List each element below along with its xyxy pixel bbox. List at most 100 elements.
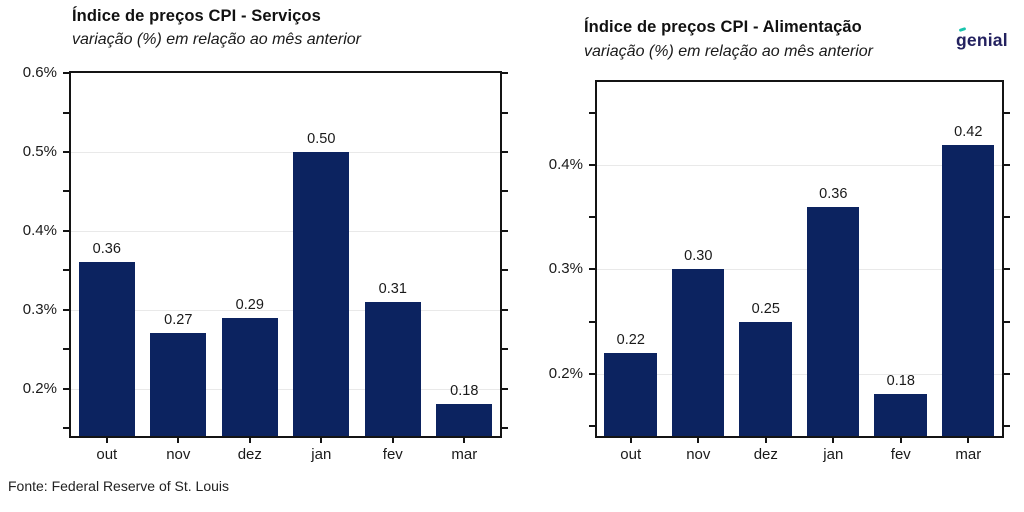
axis-tick <box>502 308 508 311</box>
axis-tick <box>1004 164 1010 167</box>
x-tick-label-nov: nov <box>166 446 191 463</box>
x-tick-label-out: out <box>620 446 642 463</box>
bar-fev <box>364 301 421 436</box>
axis-tick <box>320 436 323 443</box>
x-tick-label-out: out <box>96 446 118 463</box>
y-tick-label: 0.4% <box>22 221 57 239</box>
axis-tick <box>502 269 508 272</box>
bar-value-label: 0.18 <box>450 383 479 400</box>
bar-value-label: 0.36 <box>92 241 121 258</box>
gridline <box>71 309 500 311</box>
bar-dez <box>221 317 278 436</box>
axis-tick <box>1004 268 1010 271</box>
axis-tick <box>63 427 69 430</box>
axis-tick <box>502 229 508 232</box>
x-tick-label-jan: jan <box>823 446 844 463</box>
gridline <box>71 151 500 153</box>
y-tick-label: 0.6% <box>22 64 57 81</box>
axis-tick <box>589 216 595 219</box>
axis-tick <box>63 190 69 193</box>
gridline <box>597 165 1002 167</box>
axis-tick <box>248 436 251 443</box>
axis-tick <box>1004 424 1010 427</box>
bar-value-label: 0.36 <box>819 185 848 202</box>
bar-mar <box>941 144 995 436</box>
bar-fev <box>874 394 927 436</box>
axis-tick <box>502 427 508 430</box>
x-tick-label-dez: dez <box>237 446 262 463</box>
chart-title-alimentacao: Índice de preços CPI - Alimentação <box>584 18 862 36</box>
axis-tick <box>832 436 835 443</box>
axis-tick <box>63 348 69 351</box>
bar-value-label: 0.42 <box>954 123 983 140</box>
bar-nov <box>150 333 207 436</box>
source-note: Fonte: Federal Reserve of St. Louis <box>8 478 229 494</box>
axis-tick <box>502 190 508 193</box>
axis-tick <box>502 387 508 390</box>
axis-tick <box>629 436 632 443</box>
axis-tick <box>764 436 767 443</box>
axis-tick <box>967 436 970 443</box>
bar-jan <box>293 151 350 436</box>
axis-tick <box>502 111 508 114</box>
bar-value-label: 0.25 <box>751 300 780 317</box>
gridline <box>597 373 1002 375</box>
bar-mar <box>436 404 493 436</box>
y-tick-label: 0.2% <box>548 364 583 382</box>
gridline <box>71 230 500 232</box>
axis-tick <box>1004 112 1010 115</box>
axis-tick <box>899 436 902 443</box>
axis-tick <box>502 150 508 153</box>
axis-tick <box>391 436 394 443</box>
axis-tick <box>63 72 69 74</box>
x-tick-label-fev: fev <box>382 446 403 463</box>
axis-tick <box>63 229 69 232</box>
y-tick-label: 0.2% <box>22 379 57 397</box>
bar-value-label: 0.29 <box>235 296 264 313</box>
chart-subtitle-alimentacao: variação (%) em relação ao mês anterior <box>584 43 874 60</box>
y-tick-label: 0.4% <box>548 156 583 174</box>
x-tick-label-jan: jan <box>311 446 332 463</box>
bar-nov <box>671 269 725 436</box>
axis-tick <box>1004 216 1010 219</box>
axis-tick <box>63 308 69 311</box>
x-tick-label-mar: mar <box>955 446 982 463</box>
gridline <box>597 269 1002 271</box>
axis-tick <box>105 436 108 443</box>
axis-tick <box>589 372 595 375</box>
bar-value-label: 0.50 <box>307 130 336 147</box>
axis-tick <box>63 387 69 390</box>
plot-area-alimentacao: 0.2% 0.3% 0.4% 0.22 out 0.30 nov 0.25 dez 0.36 jan… <box>549 80 1010 463</box>
x-tick-label-nov: nov <box>686 446 711 463</box>
axis-tick <box>63 150 69 153</box>
genial-logo: genial <box>956 30 1008 50</box>
axis-tick <box>697 436 700 443</box>
y-tick-label: 0.5% <box>22 142 57 160</box>
gridline <box>71 388 500 390</box>
axis-tick <box>589 320 595 323</box>
axis-tick <box>502 348 508 351</box>
axis-tick <box>63 269 69 272</box>
bar-value-label: 0.31 <box>378 280 407 297</box>
axis-tick <box>1004 372 1010 375</box>
bar-value-label: 0.18 <box>886 373 915 390</box>
axis-tick <box>589 164 595 167</box>
plot-area-servicos: 0.2% 0.3% 0.4% 0.5% 0.6% 0.36 out 0.27 nov 0.29 de… <box>23 64 508 463</box>
bar-out <box>604 352 657 436</box>
axis-tick <box>502 72 508 74</box>
axis-tick <box>63 111 69 114</box>
axis-tick <box>589 112 595 115</box>
y-tick-label: 0.3% <box>548 260 583 278</box>
y-tick-label: 0.3% <box>22 300 57 318</box>
bar-jan <box>806 206 860 436</box>
bar-out <box>78 262 135 436</box>
x-tick-label-mar: mar <box>451 446 478 463</box>
bar-dez <box>739 321 792 436</box>
bar-value-label: 0.27 <box>164 312 193 329</box>
axis-tick <box>589 268 595 271</box>
axis-tick <box>1004 320 1010 323</box>
chart-title-servicos: Índice de preços CPI - Serviços <box>72 7 321 25</box>
x-tick-label-fev: fev <box>890 446 911 463</box>
